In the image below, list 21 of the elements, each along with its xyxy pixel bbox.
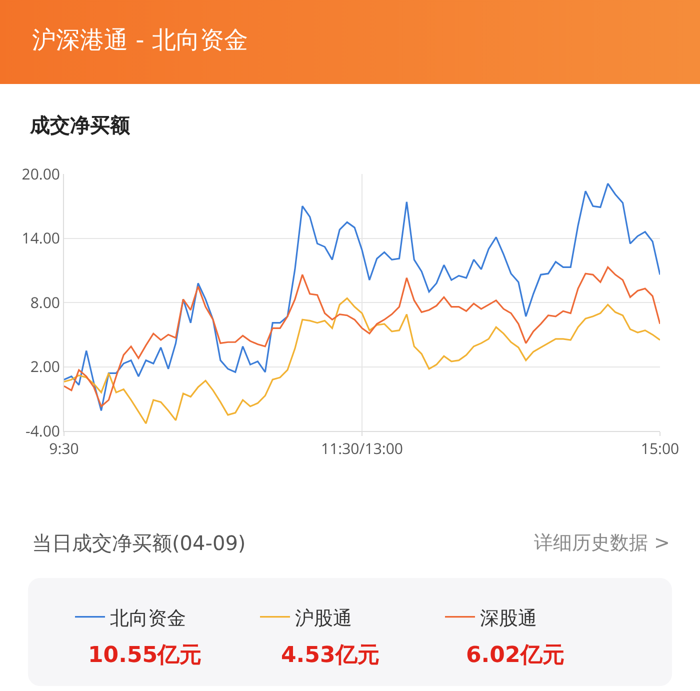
legend-label: 深股通 — [480, 604, 537, 630]
text: 4.53亿元 — [281, 643, 380, 668]
legend-label: 北向资金 — [110, 604, 186, 630]
y-tick-label: 14.00 — [22, 228, 60, 248]
line-series — [64, 266, 660, 408]
chart-title: 沪深港通 - 北向资金 — [32, 25, 248, 56]
y-tick-label: 20.00 — [22, 164, 60, 184]
text: 当日成交净买额(04-09) — [32, 531, 246, 555]
line-series — [64, 182, 660, 412]
x-tick-label: 11:30/13:00 — [321, 439, 403, 459]
text: 6.02亿元 — [466, 643, 564, 668]
x-tick-label: 15:00 — [640, 439, 680, 459]
chart-subtitle: 成交净买额 — [30, 112, 130, 139]
text: 详细历史数据 > — [534, 532, 670, 554]
x-tick-label: 9:30 — [49, 439, 79, 459]
line-series — [64, 297, 660, 424]
y-tick-label: 2.00 — [30, 357, 60, 377]
y-tick-label: 8.00 — [30, 292, 60, 313]
text: 10.55亿元 — [88, 643, 202, 668]
legend-label: 沪股通 — [295, 604, 352, 630]
y-tick-label: -4.00 — [26, 421, 60, 442]
